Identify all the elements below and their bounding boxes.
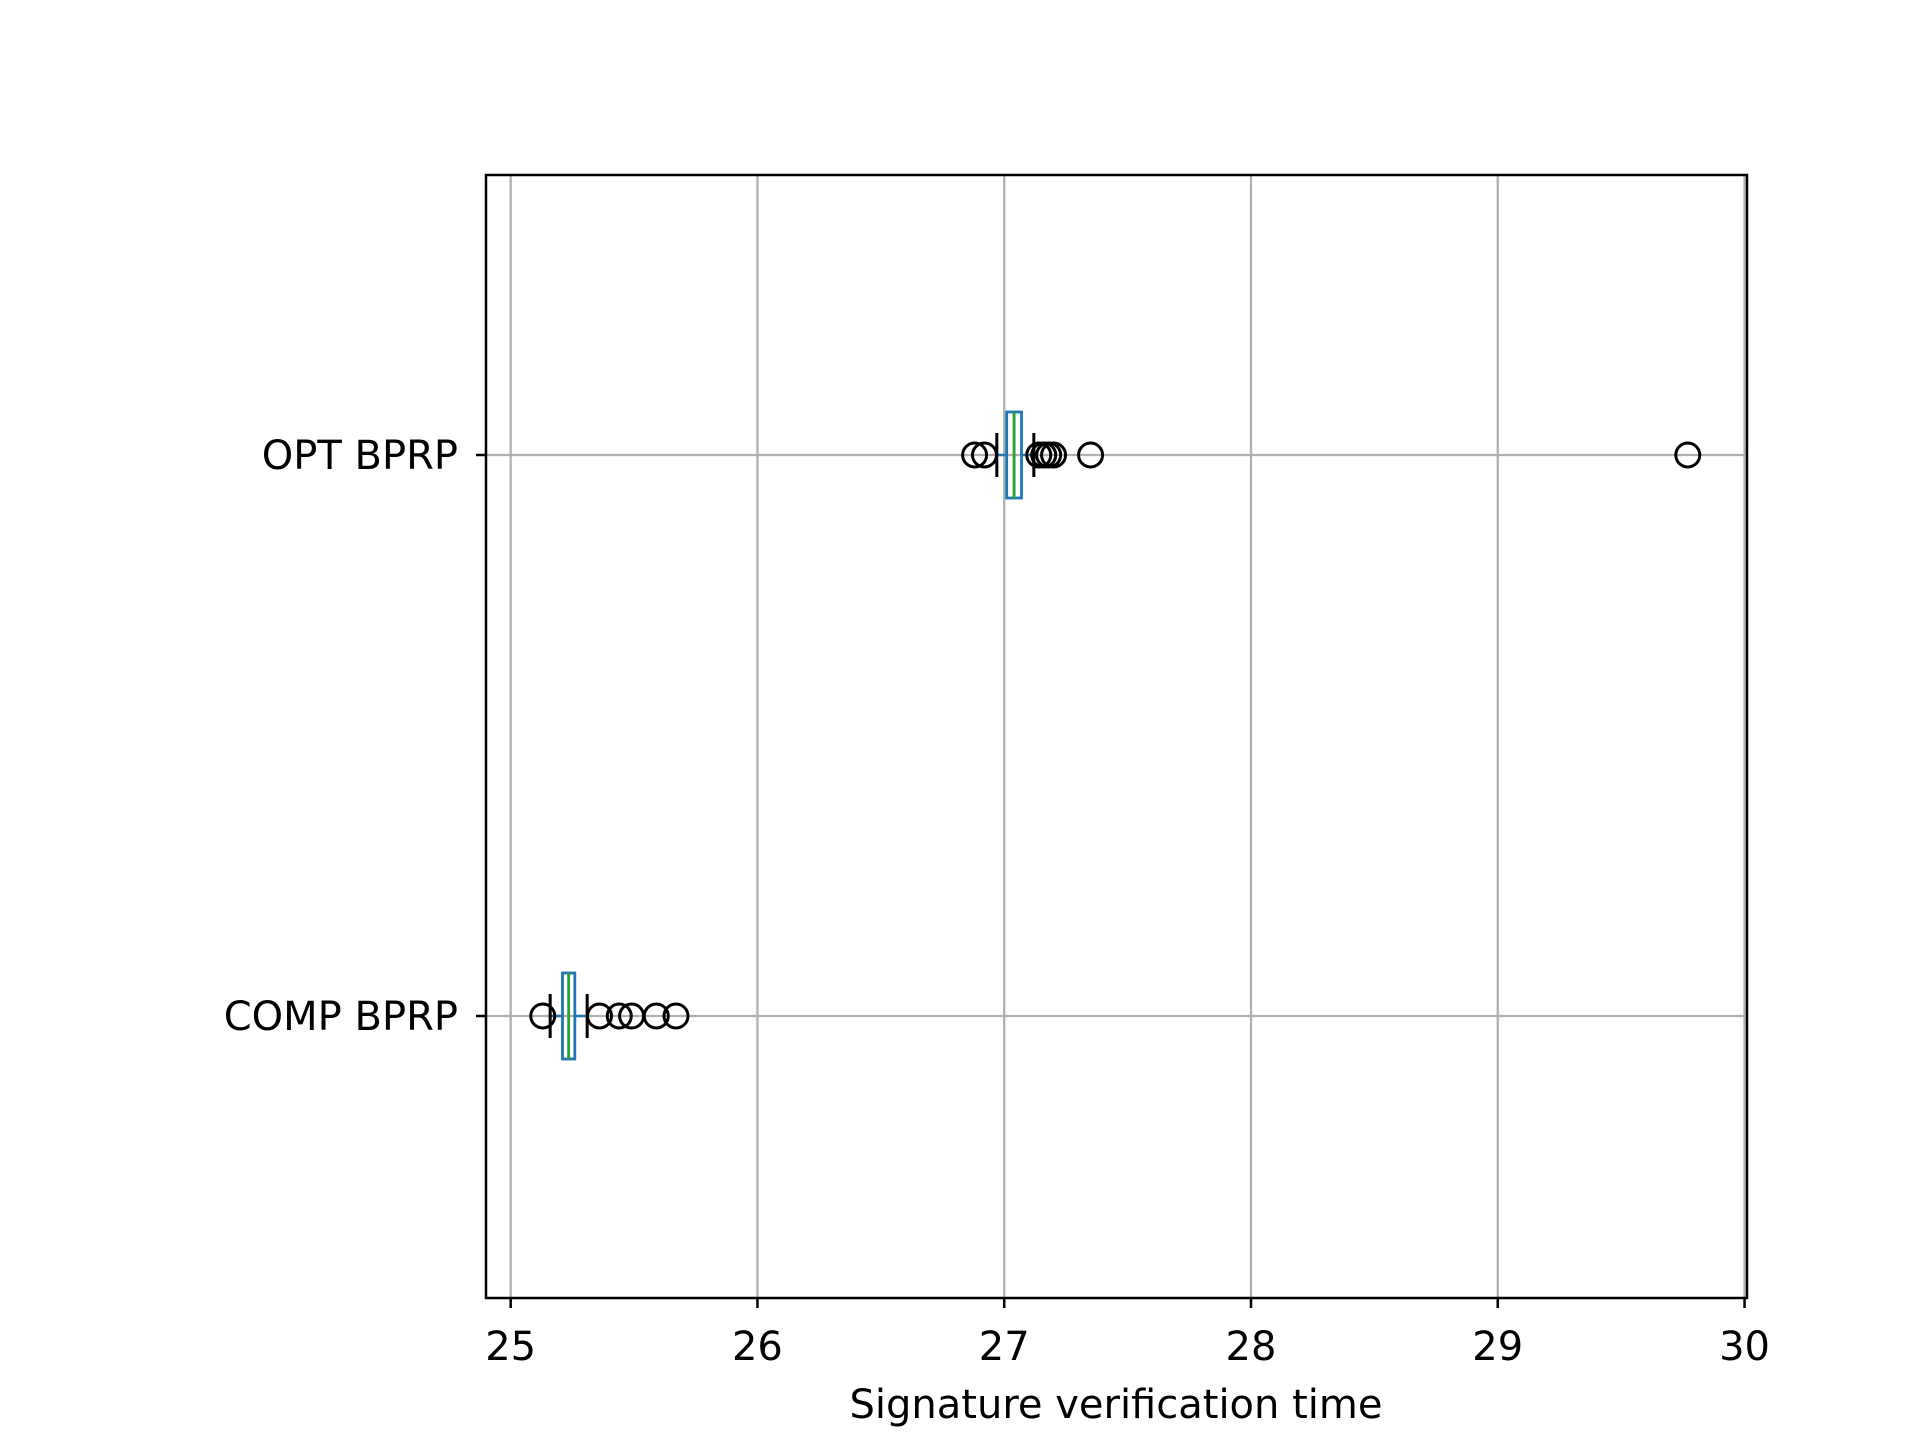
outlier-point [642,1002,670,1030]
outlier-point [1674,441,1702,469]
x-tick-label: 30 [1719,1324,1770,1370]
x-axis-label: Signature verification time [850,1382,1383,1428]
y-tick-label: OPT BPRP [262,433,458,479]
x-axis: 25 26 27 28 29 30 [485,1298,1770,1370]
x-tick-label: 25 [485,1324,536,1370]
outlier-point [662,1002,690,1030]
box-group [961,410,1702,500]
x-tick-label: 28 [1226,1324,1277,1370]
y-axis: OPT BPRP COMP BPRP [224,433,486,1040]
outlier-point [586,1002,614,1030]
outlier-point [529,1002,557,1030]
grid-lines [486,175,1747,1298]
outlier-point [970,441,998,469]
x-tick-label: 27 [979,1324,1030,1370]
x-tick-label: 29 [1472,1324,1523,1370]
box-plot-series [529,410,1702,1061]
x-tick-label: 26 [732,1324,783,1370]
outlier-point [1077,441,1105,469]
box-group [529,971,690,1061]
outlier-point [605,1002,633,1030]
outlier-point [961,441,989,469]
y-tick-label: COMP BPRP [224,994,458,1040]
plot-area-frame [484,173,1749,1300]
outlier-point [1040,441,1068,469]
